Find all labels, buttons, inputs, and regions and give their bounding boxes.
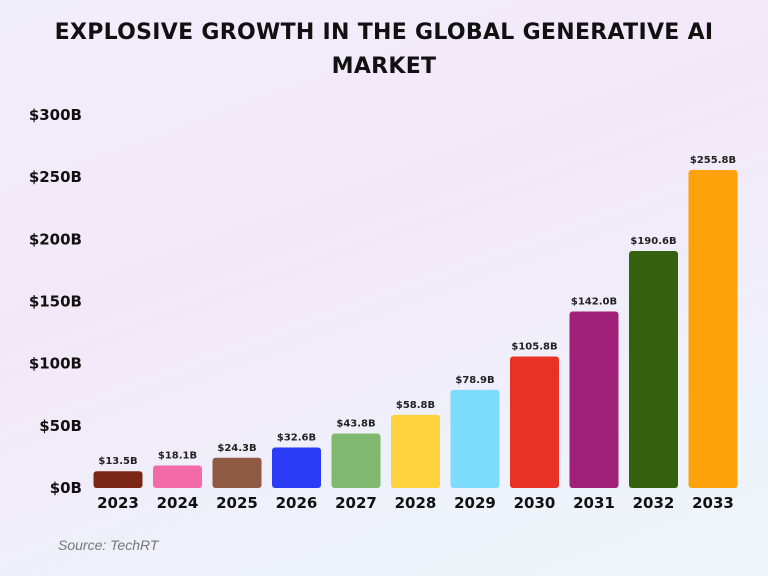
- x-tick-label: 2030: [514, 494, 556, 512]
- x-tick-label: 2032: [633, 494, 675, 512]
- data-label: $58.8B: [396, 400, 435, 411]
- data-label: $78.9B: [455, 375, 494, 386]
- data-label: $13.5B: [98, 456, 137, 467]
- y-tick-label: $300B: [29, 106, 82, 124]
- bar-2023: [93, 471, 143, 488]
- bar-2027: [331, 433, 381, 488]
- y-tick-label: $200B: [29, 230, 82, 248]
- chart-title: EXPLOSIVE GROWTH IN THE GLOBAL GENERATIV…: [54, 20, 714, 79]
- y-tick-label: $150B: [29, 293, 82, 311]
- x-tick-label: 2027: [335, 494, 377, 512]
- bar-2030: [510, 356, 559, 488]
- x-tick-label: 2033: [692, 494, 734, 512]
- x-tick-label: 2031: [573, 494, 615, 512]
- bar-2032: [629, 251, 678, 488]
- x-tick-label: 2025: [216, 494, 258, 512]
- y-tick-label: $250B: [29, 168, 82, 186]
- data-label: $105.8B: [511, 341, 557, 352]
- data-label: $32.6B: [277, 432, 316, 443]
- source-note: Source: TechRT: [58, 537, 159, 553]
- y-tick-label: $100B: [29, 355, 82, 373]
- y-tick-label: $50B: [39, 417, 82, 435]
- x-tick-label: 2028: [395, 494, 437, 512]
- x-tick-label: 2026: [276, 494, 318, 512]
- y-tick-label: $0B: [50, 479, 82, 497]
- bar-2026: [272, 447, 321, 488]
- bar-2033: [688, 169, 738, 489]
- bar-2029: [450, 389, 500, 488]
- bar-2028: [391, 414, 440, 488]
- bar-2031: [569, 311, 619, 488]
- x-tick-label: 2023: [97, 494, 139, 512]
- data-label: $142.0B: [571, 296, 617, 307]
- x-tick-label: 2024: [157, 494, 199, 512]
- bar-2024: [153, 465, 202, 488]
- data-label: $24.3B: [217, 443, 256, 454]
- x-tick-label: 2029: [454, 494, 496, 512]
- data-label: $18.1B: [158, 450, 197, 461]
- data-label: $255.8B: [690, 155, 736, 166]
- bar-2025: [212, 457, 262, 488]
- data-label: $43.8B: [336, 419, 375, 430]
- data-label: $190.6B: [630, 236, 676, 247]
